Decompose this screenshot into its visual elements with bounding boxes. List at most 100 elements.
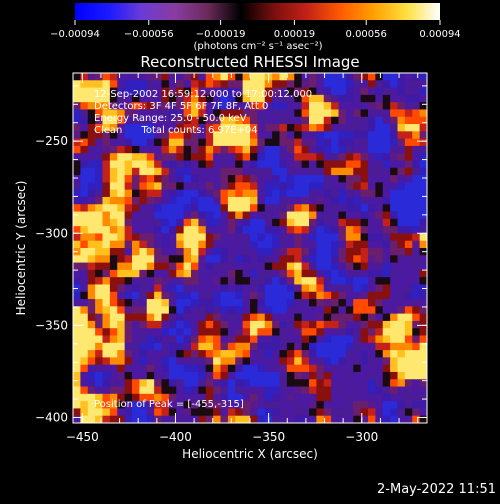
heat-cell	[80, 284, 89, 293]
heat-cell	[368, 262, 376, 271]
heat-cell	[323, 124, 332, 132]
heat-cell	[279, 255, 288, 264]
heat-cell	[404, 109, 413, 118]
heat-cell	[168, 262, 177, 271]
heat-cell	[198, 102, 207, 111]
heat-cell	[309, 196, 317, 205]
heat-cell	[309, 335, 317, 344]
heat-cell	[294, 196, 303, 205]
heat-cell	[382, 320, 391, 329]
heat-cell	[412, 371, 421, 380]
heat-cell	[80, 233, 89, 242]
heat-cell	[154, 408, 163, 417]
heat-cell	[353, 160, 362, 169]
heat-cell	[80, 182, 89, 191]
heat-cell	[345, 364, 354, 373]
heat-cell	[338, 102, 347, 111]
heat-cell	[161, 196, 170, 205]
heat-cell	[80, 415, 89, 423]
heat-cell	[412, 153, 421, 162]
heat-cell	[338, 299, 347, 307]
heat-cell	[213, 364, 222, 373]
heat-cell	[227, 153, 236, 162]
heat-cell	[360, 269, 369, 278]
heat-cell	[272, 277, 281, 286]
heat-cell	[375, 335, 384, 344]
heat-cell	[412, 284, 421, 293]
heat-cell	[301, 342, 310, 351]
heat-cell	[257, 386, 266, 395]
heat-cell	[132, 415, 140, 423]
heat-cell	[102, 109, 111, 118]
heat-cell	[368, 218, 376, 227]
heat-cell	[132, 379, 140, 388]
heat-cell	[154, 145, 163, 154]
heat-cell	[375, 102, 384, 111]
heat-cell	[154, 226, 163, 235]
heat-cell	[257, 393, 266, 402]
heat-cell	[235, 116, 244, 125]
heat-cell	[412, 138, 421, 147]
heat-cell	[95, 415, 104, 423]
heat-cell	[139, 328, 148, 337]
heat-cell	[161, 255, 170, 264]
heat-cell	[242, 306, 251, 315]
heat-cell	[412, 175, 421, 183]
heat-cell	[87, 306, 96, 315]
heat-cell	[191, 167, 199, 176]
heat-cell	[124, 124, 133, 132]
heat-cell	[102, 357, 111, 366]
heat-cell	[109, 138, 118, 147]
heat-cell	[382, 350, 391, 358]
heat-cell	[390, 328, 399, 337]
heat-cell	[168, 204, 177, 213]
heat-cell	[227, 182, 236, 191]
heat-cell	[323, 196, 332, 205]
heat-cell	[183, 131, 192, 140]
heat-cell	[279, 175, 288, 183]
heat-cell	[301, 313, 310, 322]
heat-cell	[279, 240, 288, 249]
heat-cell	[87, 124, 96, 132]
heat-cell	[235, 350, 244, 358]
heat-cell	[191, 393, 199, 402]
heat-cell	[191, 240, 199, 249]
heat-cell	[419, 350, 427, 358]
heat-cell	[220, 175, 229, 183]
heat-cell	[117, 102, 126, 111]
heat-cell	[102, 306, 111, 315]
heat-cell	[183, 342, 192, 351]
heat-cell	[80, 248, 89, 256]
heat-cell	[146, 284, 155, 293]
heat-cell	[316, 218, 325, 227]
heat-cell	[345, 371, 354, 380]
heat-cell	[360, 299, 369, 307]
heat-cell	[257, 357, 266, 366]
heat-cell	[360, 94, 369, 103]
heat-cell	[213, 218, 222, 227]
heat-cell	[235, 335, 244, 344]
heat-cell	[198, 182, 207, 191]
heat-cell	[316, 240, 325, 249]
heat-cell	[161, 342, 170, 351]
heat-cell	[294, 371, 303, 380]
heat-cell	[272, 248, 281, 256]
heat-cell	[242, 94, 251, 103]
heat-cell	[109, 204, 118, 213]
heat-cell	[397, 73, 406, 81]
heat-cell	[80, 393, 89, 402]
heat-cell	[257, 364, 266, 373]
heat-cell	[375, 320, 384, 329]
heat-cell	[279, 342, 288, 351]
heat-cell	[286, 393, 295, 402]
heat-cell	[375, 167, 384, 176]
heat-cell	[309, 328, 317, 337]
heat-cell	[183, 175, 192, 183]
heat-cell	[95, 269, 104, 278]
heat-cell	[80, 80, 89, 89]
heat-cell	[331, 350, 340, 358]
heat-cell	[412, 320, 421, 329]
heat-cell	[382, 160, 391, 169]
heat-cell	[368, 328, 376, 337]
heat-cell	[257, 102, 266, 111]
